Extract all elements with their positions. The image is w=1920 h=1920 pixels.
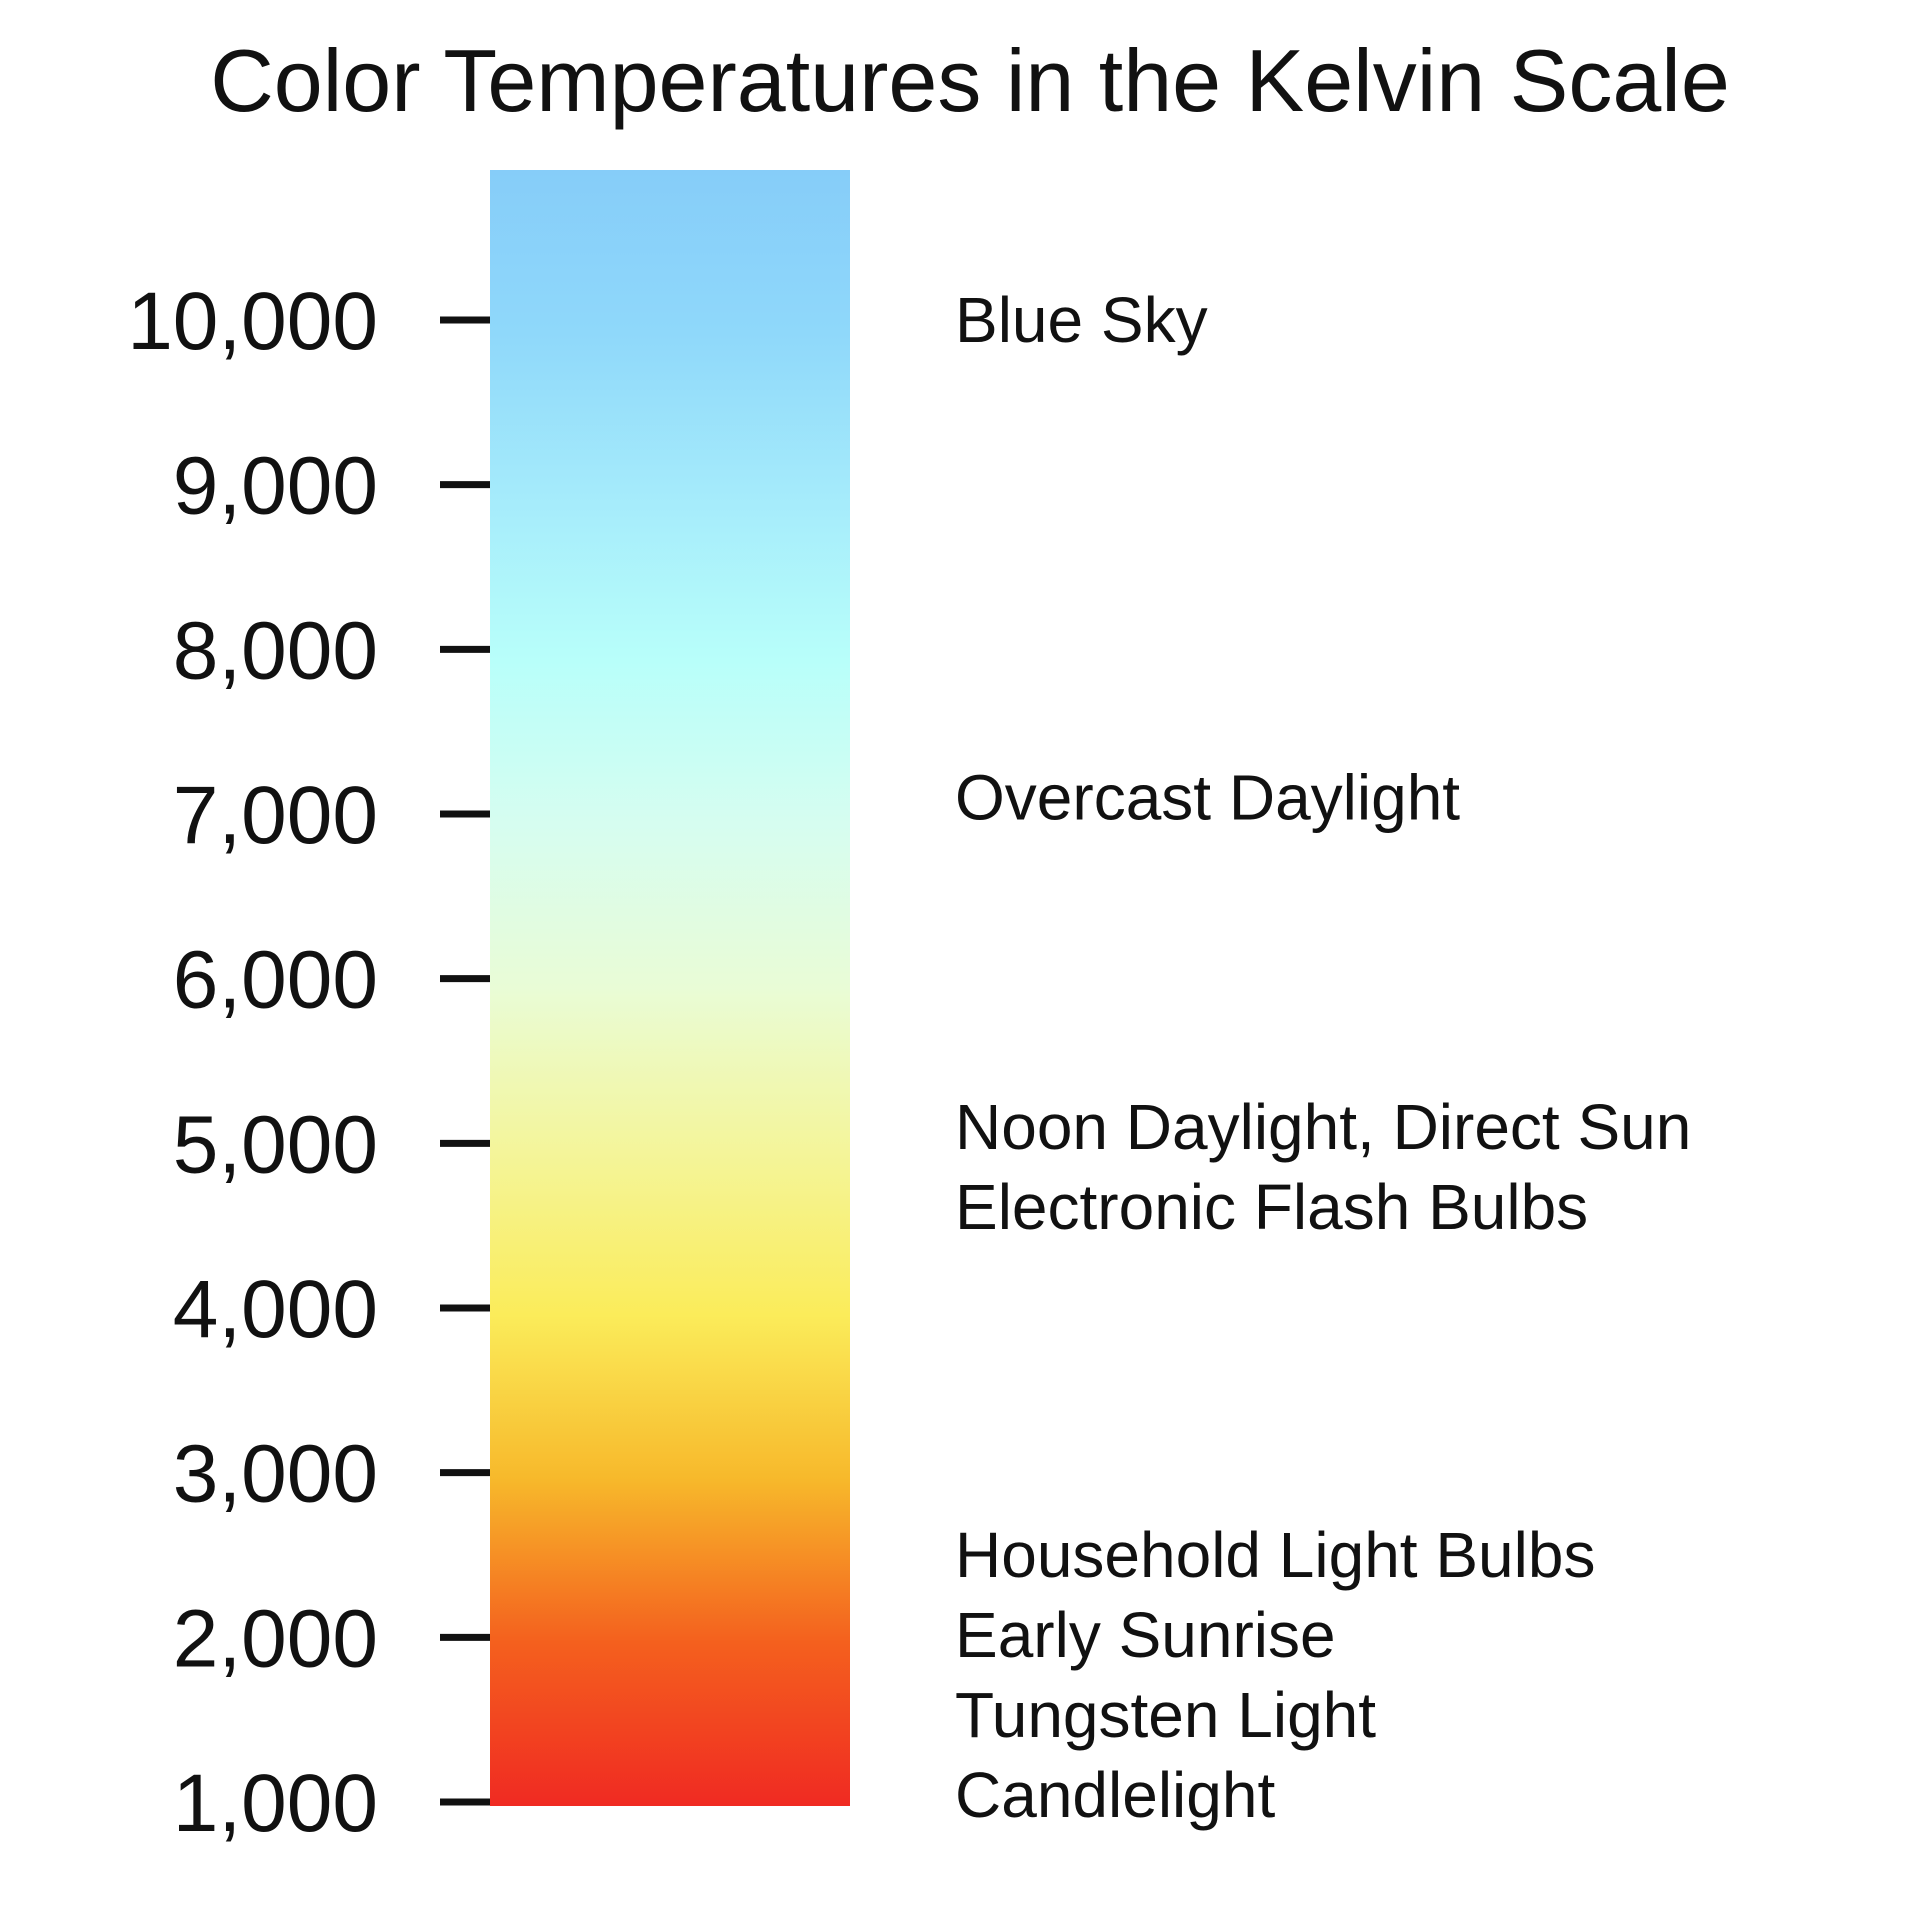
annotation-label: Blue Sky	[955, 284, 1208, 356]
tick-label: 5,000	[173, 1099, 378, 1190]
annotation-label: Electronic Flash Bulbs	[955, 1171, 1588, 1243]
annotation-label: Household Light Bulbs	[955, 1519, 1595, 1591]
tick-label: 2,000	[173, 1593, 378, 1684]
annotation-label: Noon Daylight, Direct Sun	[955, 1091, 1691, 1163]
annotation-label: Candlelight	[955, 1759, 1275, 1831]
annotation-label: Overcast Daylight	[955, 762, 1460, 834]
tick-label: 8,000	[173, 605, 378, 696]
tick-label: 4,000	[173, 1264, 378, 1355]
tick-label: 1,000	[173, 1758, 378, 1849]
tick-label: 3,000	[173, 1429, 378, 1520]
page-title: Color Temperatures in the Kelvin Scale	[210, 31, 1730, 130]
scale-ticks: 10,000 9,000 8,000 7,000 6,000 5,000 4,000 3,00…	[127, 276, 490, 1849]
color-temperature-bar	[490, 170, 850, 1806]
tick-label: 9,000	[173, 441, 378, 532]
tick-label: 7,000	[173, 770, 378, 861]
annotations: Blue Sky Overcast Daylight Noon Daylight, …	[955, 284, 1691, 1831]
tick-label: 10,000	[127, 276, 378, 367]
annotation-label: Early Sunrise	[955, 1599, 1336, 1671]
tick-label: 6,000	[173, 935, 378, 1026]
annotation-label: Tungsten Light	[955, 1679, 1376, 1751]
